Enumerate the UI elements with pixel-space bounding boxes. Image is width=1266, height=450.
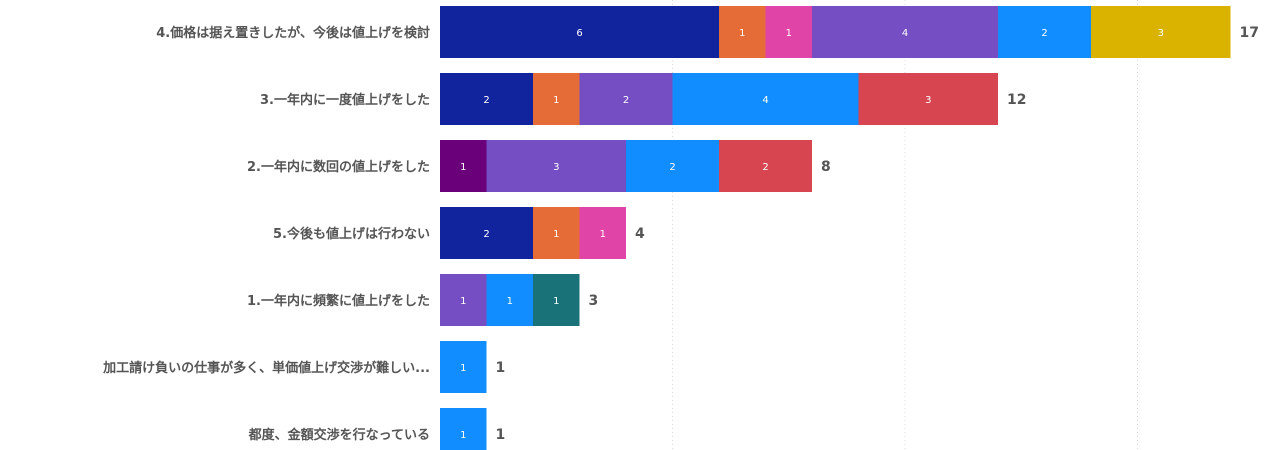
bar-segment[interactable] <box>579 207 627 259</box>
bar-segment[interactable] <box>998 6 1091 58</box>
total-value-label: 8 <box>821 159 831 175</box>
bar-segment[interactable] <box>533 207 580 259</box>
bar-segment[interactable] <box>579 73 673 125</box>
bar-segment[interactable] <box>440 6 719 58</box>
segment-value-label: 1 <box>600 229 606 240</box>
segment-value-label: 4 <box>902 28 908 39</box>
bar-segment[interactable] <box>440 73 533 125</box>
category-label: 1.一年内に頻繁に値上げをした <box>247 293 430 309</box>
total-value-label: 1 <box>496 427 506 443</box>
segment-value-label: 2 <box>762 162 768 173</box>
segment-value-label: 1 <box>460 363 466 374</box>
total-value-label: 17 <box>1240 25 1259 41</box>
total-value-label: 4 <box>635 226 645 242</box>
bar-segment[interactable] <box>765 6 813 58</box>
category-label: 5.今後も値上げは行わない <box>273 226 430 242</box>
bar-row[interactable]: 5.今後も値上げは行わない 2 1 1 4 <box>273 207 645 259</box>
bar-segment[interactable] <box>533 73 580 125</box>
segment-value-label: 1 <box>786 28 792 39</box>
segment-value-label: 1 <box>553 95 559 106</box>
bar-segment[interactable] <box>440 341 487 393</box>
bar-segment[interactable] <box>486 274 534 326</box>
category-label: 都度、金額交渉を行なっている <box>248 427 430 443</box>
bar-segment[interactable] <box>626 140 719 192</box>
segment-value-label: 1 <box>553 296 559 307</box>
segment-value-label: 1 <box>460 162 466 173</box>
segment-value-label: 1 <box>553 229 559 240</box>
bar-segment[interactable] <box>1091 6 1231 58</box>
bar-segment[interactable] <box>858 73 999 125</box>
total-value-label: 12 <box>1007 92 1026 108</box>
category-label: 加工請け負いの仕事が多く、単価値上げ交渉が難しい... <box>102 360 430 376</box>
category-label: 3.一年内に一度値上げをした <box>260 92 430 108</box>
bar-rows: 4.価格は据え置きしたが、今後は値上げを検討 6 1 1 4 2 3 17 3.一年内に一度値上… <box>102 6 1259 450</box>
segment-value-label: 2 <box>623 95 629 106</box>
segment-value-label: 1 <box>739 28 745 39</box>
segment-value-label: 2 <box>483 229 489 240</box>
bar-segment[interactable] <box>440 408 487 450</box>
bar-row[interactable]: 2.一年内に数回の値上げをした 1 3 2 2 8 <box>247 140 831 192</box>
gridlines <box>672 0 1138 450</box>
bar-row[interactable]: 都度、金額交渉を行なっている 1 1 <box>248 408 506 450</box>
bar-segment[interactable] <box>486 140 627 192</box>
bar-row[interactable]: 3.一年内に一度値上げをした 2 1 2 4 3 12 <box>260 73 1026 125</box>
bar-segment[interactable] <box>440 274 487 326</box>
segment-value-label: 2 <box>483 95 489 106</box>
bar-segment[interactable] <box>812 6 998 58</box>
bar-row[interactable]: 1.一年内に頻繁に値上げをした 1 1 1 3 <box>247 274 598 326</box>
bar-segment[interactable] <box>533 274 580 326</box>
bar-row[interactable]: 4.価格は据え置きしたが、今後は値上げを検討 6 1 1 4 2 3 17 <box>156 6 1259 58</box>
bar-row[interactable]: 加工請け負いの仕事が多く、単価値上げ交渉が難しい... 1 1 <box>102 341 505 393</box>
bar-segment[interactable] <box>719 6 766 58</box>
segment-value-label: 3 <box>1158 28 1164 39</box>
segment-value-label: 1 <box>507 296 513 307</box>
segment-value-label: 6 <box>576 28 582 39</box>
segment-value-label: 1 <box>460 430 466 441</box>
bar-segment[interactable] <box>440 207 533 259</box>
category-label: 4.価格は据え置きしたが、今後は値上げを検討 <box>156 25 430 41</box>
bar-segment[interactable] <box>719 140 812 192</box>
total-value-label: 1 <box>496 360 506 376</box>
segment-value-label: 3 <box>553 162 559 173</box>
segment-value-label: 3 <box>925 95 931 106</box>
category-label: 2.一年内に数回の値上げをした <box>247 159 430 175</box>
segment-value-label: 1 <box>460 296 466 307</box>
bar-segment[interactable] <box>440 140 487 192</box>
segment-value-label: 2 <box>669 162 675 173</box>
total-value-label: 3 <box>589 293 599 309</box>
segment-value-label: 4 <box>762 95 768 106</box>
bar-segment[interactable] <box>672 73 859 125</box>
segment-value-label: 2 <box>1041 28 1047 39</box>
